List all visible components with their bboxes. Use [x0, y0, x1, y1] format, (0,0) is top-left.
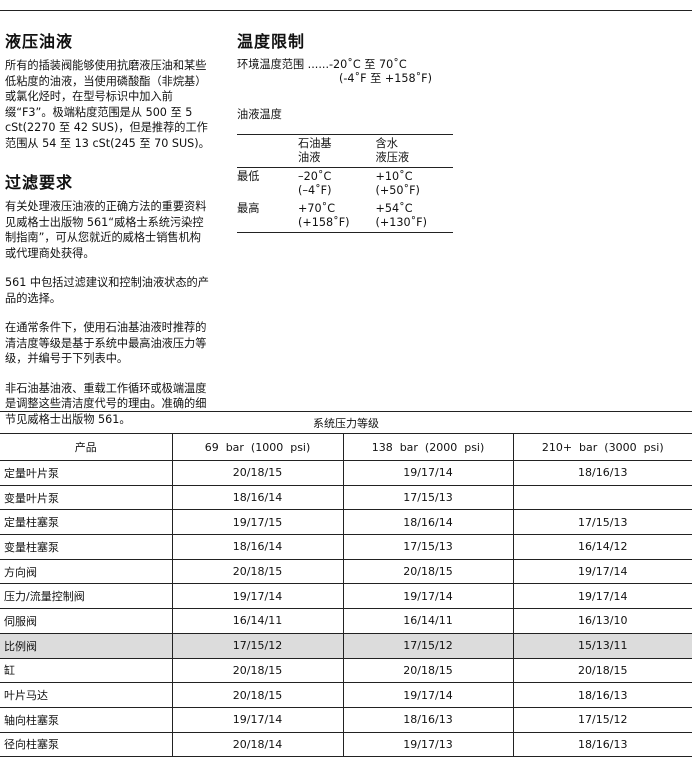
top-rule	[0, 10, 692, 11]
product-cell: 伺服阀	[0, 608, 172, 634]
ambient-f: (-4˚F 至 +158˚F)	[339, 72, 432, 85]
table-row: 叶片马达 20/18/15 19/17/14 18/16/13	[0, 682, 692, 708]
temp-cell-label: 最高	[237, 202, 260, 215]
ambient-c: 环境温度范围 ......-20˚C 至 70˚C	[237, 58, 407, 71]
code-cell: 20/18/14	[171, 731, 343, 758]
code-cell: 16/14/11	[342, 608, 513, 634]
code-cell: 19/17/13	[342, 731, 513, 758]
product-cell: 变量叶片泵	[0, 484, 172, 510]
code-cell: 18/16/13	[342, 706, 513, 733]
filtration-para: 有关处理液压油液的正确方法的重要资料见威格士出版物 561“威格士系统污染控制指…	[5, 200, 207, 260]
right-column: 温度限制 环境温度范围 ......-20˚C 至 70˚C (-4˚F 至 +…	[237, 28, 455, 233]
table-row: 缸 20/18/15 20/18/15 20/18/15	[0, 657, 692, 683]
code-cell: 15/13/11	[512, 632, 692, 658]
code-cell: 20/18/15	[512, 657, 692, 683]
filtration-para: 在通常条件下，使用石油基油液时推荐的清洁度等级是基于系统中最高油液压力等级，并编…	[5, 321, 207, 365]
col-header: 210+ bar (3000 psi)	[512, 433, 692, 461]
left-column: 液压油液 所有的插装阀能够使用抗磨液压油和某些低粘度的油液，当使用磷酸酯（非烷基…	[5, 28, 211, 441]
product-cell: 压力/流量控制阀	[0, 583, 172, 609]
code-cell: 17/15/13	[342, 534, 513, 560]
temp-col-header: 石油基 油液	[298, 137, 332, 164]
code-cell: 16/14/11	[171, 608, 343, 634]
table-row: 变量柱塞泵 18/16/14 17/15/13 16/14/12	[0, 534, 692, 560]
cleanliness-table: 系统压力等级 产品 69 bar (1000 psi) 138 bar (2000 …	[0, 411, 692, 758]
code-cell: 19/17/14	[512, 558, 692, 584]
code-cell: 19/17/14	[342, 682, 513, 708]
temp-row: 最高 +70˚C (+158˚F) +54˚C (+130˚F)	[237, 200, 453, 233]
code-cell: 19/17/14	[512, 583, 692, 609]
fluids-heading: 液压油液	[5, 32, 74, 51]
code-cell: 16/13/10	[512, 608, 692, 634]
temp-cell-petro: –20˚C (–4˚F)	[298, 170, 332, 197]
table-row: 定量叶片泵 20/18/15 19/17/14 18/16/13	[0, 460, 692, 486]
code-cell: 17/15/12	[512, 706, 692, 733]
code-cell: 19/17/14	[171, 706, 343, 733]
code-cell: 20/18/15	[171, 657, 343, 683]
product-cell: 变量柱塞泵	[0, 534, 172, 560]
filtration-para: 561 中包括过滤建议和控制油液状态的产品的选择。	[5, 276, 209, 305]
code-cell: 19/17/15	[171, 509, 343, 535]
code-cell: 20/18/15	[342, 657, 513, 683]
table-row: 伺服阀 16/14/11 16/14/11 16/13/10	[0, 608, 692, 634]
code-cell: 20/18/15	[342, 558, 513, 584]
ambient-range: 环境温度范围 ......-20˚C 至 70˚C (-4˚F 至 +158˚F…	[237, 58, 455, 86]
code-cell	[512, 484, 692, 510]
code-cell: 18/16/13	[512, 682, 692, 708]
fluids-text: 所有的插装阀能够使用抗磨液压油和某些低粘度的油液，当使用磷酸酯（非烷基）或氯化烃…	[5, 59, 210, 150]
table-row: 径向柱塞泵 20/18/14 19/17/13 18/16/13	[0, 731, 692, 758]
table-row: 比例阀 17/15/12 17/15/12 15/13/11	[0, 632, 692, 658]
product-cell: 定量柱塞泵	[0, 509, 172, 535]
table-row: 压力/流量控制阀 19/17/14 19/17/14 19/17/14	[0, 583, 692, 609]
code-cell: 17/15/12	[342, 632, 513, 658]
temperature-heading: 温度限制	[237, 32, 306, 51]
code-cell: 16/14/12	[512, 534, 692, 560]
temp-cell-petro: +70˚C (+158˚F)	[298, 202, 350, 229]
code-cell: 18/16/14	[171, 484, 343, 510]
code-cell: 17/15/13	[342, 484, 513, 510]
temp-row: 最低 –20˚C (–4˚F) +10˚C (+50˚F)	[237, 168, 453, 201]
code-cell: 19/17/14	[171, 583, 343, 609]
product-cell: 径向柱塞泵	[0, 731, 172, 758]
temp-col-header: 含水 液压液	[375, 137, 410, 164]
product-cell: 比例阀	[0, 632, 172, 658]
code-cell: 17/15/12	[171, 632, 343, 658]
code-cell: 18/16/13	[512, 460, 692, 486]
temp-cell-water: +10˚C (+50˚F)	[375, 170, 420, 197]
product-cell: 方向阀	[0, 558, 172, 584]
product-cell: 叶片马达	[0, 682, 172, 708]
table-caption: 系统压力等级	[0, 411, 692, 434]
product-cell: 缸	[0, 657, 172, 683]
code-cell: 20/18/15	[171, 460, 343, 486]
table-row: 定量柱塞泵 19/17/15 18/16/14 17/15/13	[0, 509, 692, 535]
col-header: 138 bar (2000 psi)	[342, 433, 513, 461]
code-cell: 19/17/14	[342, 460, 513, 486]
temp-col-header	[237, 135, 298, 168]
code-cell: 18/16/14	[171, 534, 343, 560]
code-cell: 20/18/15	[171, 682, 343, 708]
temp-cell-label: 最低	[237, 170, 260, 183]
table-row: 轴向柱塞泵 19/17/14 18/16/13 17/15/12	[0, 706, 692, 733]
code-cell: 17/15/13	[512, 509, 692, 535]
fluid-temp-table: 石油基 油液 含水 液压液 最低 –20˚C (–4˚F) +10˚C (+50˚F) 最…	[237, 134, 453, 233]
col-header: 产品	[0, 433, 172, 461]
product-cell: 轴向柱塞泵	[0, 706, 172, 733]
table-row: 变量叶片泵 18/16/14 17/15/13	[0, 484, 692, 510]
table-row: 方向阀 20/18/15 20/18/15 19/17/14	[0, 558, 692, 584]
product-cell: 定量叶片泵	[0, 460, 172, 486]
col-header: 69 bar (1000 psi)	[171, 433, 343, 461]
code-cell: 19/17/14	[342, 583, 513, 609]
code-cell: 18/16/14	[342, 509, 513, 535]
code-cell: 20/18/15	[171, 558, 343, 584]
filtration-heading: 过滤要求	[5, 173, 74, 192]
fluid-temp-heading: 油液温度	[237, 108, 282, 121]
code-cell: 18/16/13	[512, 731, 692, 758]
temp-cell-water: +54˚C (+130˚F)	[375, 202, 428, 229]
